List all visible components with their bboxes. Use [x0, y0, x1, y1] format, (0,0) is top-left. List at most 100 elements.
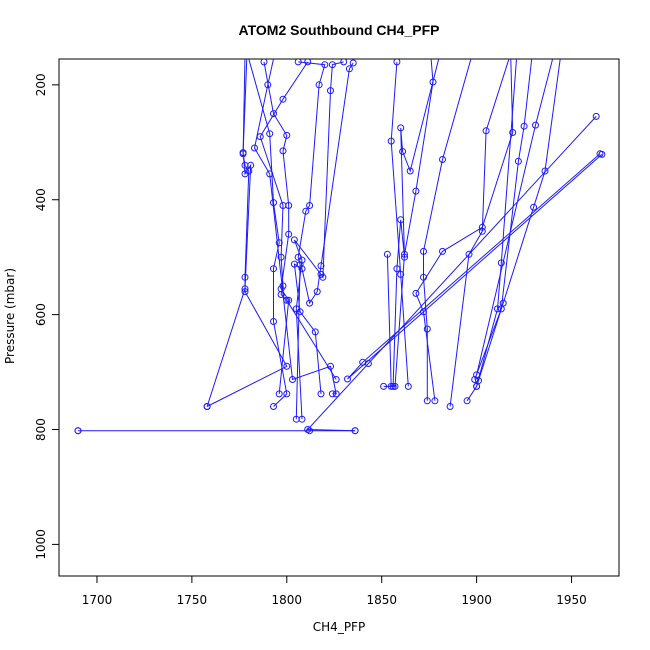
data-point	[387, 382, 395, 390]
series-6	[248, 59, 291, 410]
data-point	[328, 390, 336, 398]
data-point	[241, 285, 249, 293]
data-point	[494, 305, 501, 313]
data-point	[532, 121, 539, 129]
data-point	[321, 61, 329, 69]
data-point	[289, 376, 296, 383]
data-point	[251, 144, 258, 152]
chart-title: ATOM2 Southbound CH4_PFP	[239, 22, 440, 38]
data-point	[317, 262, 325, 270]
data-point	[239, 149, 247, 157]
data-point	[279, 147, 287, 155]
series-line	[415, 59, 514, 401]
data-point	[290, 260, 298, 268]
x-tick-label: 1700	[82, 593, 113, 607]
data-point	[397, 124, 405, 132]
data-point	[277, 253, 285, 261]
data-point	[306, 202, 314, 209]
data-point	[431, 397, 439, 405]
series-22	[473, 59, 554, 379]
data-point	[380, 382, 388, 390]
data-point	[397, 270, 405, 278]
data-point	[446, 403, 454, 410]
data-point	[391, 382, 399, 390]
data-point	[514, 157, 522, 165]
data-point	[340, 59, 348, 66]
series-line	[253, 59, 337, 395]
data-point	[420, 308, 427, 316]
series-line	[423, 59, 472, 401]
data-point	[399, 148, 407, 155]
data-point	[541, 167, 549, 175]
data-point	[412, 289, 420, 297]
data-point	[241, 170, 249, 178]
series-line	[206, 59, 288, 407]
data-point	[465, 250, 473, 258]
data-point	[275, 239, 283, 247]
data-point	[387, 137, 395, 145]
series-line	[263, 61, 290, 394]
data-point	[332, 376, 340, 383]
series-line	[206, 59, 252, 407]
data-point	[423, 397, 431, 405]
series-line	[466, 59, 517, 402]
data-point	[298, 265, 306, 273]
y-tick-label: 200	[34, 73, 48, 96]
series-4	[304, 112, 600, 435]
data-point	[319, 273, 327, 281]
data-point	[473, 371, 481, 379]
series-17	[412, 59, 517, 405]
data-point	[359, 358, 367, 366]
data-point	[439, 247, 446, 255]
y-axis-ticks: 200 400 600 800 1000	[34, 73, 59, 560]
data-point	[283, 390, 291, 398]
data-point	[275, 390, 283, 398]
data-point	[302, 207, 310, 215]
series-15	[387, 59, 412, 390]
data-point	[304, 59, 312, 66]
data-point	[247, 161, 255, 169]
data-point	[203, 403, 211, 410]
data-point	[298, 256, 306, 264]
y-tick-label: 400	[34, 188, 48, 211]
x-tick-label: 1750	[177, 593, 208, 607]
data-point	[406, 167, 414, 175]
data-point	[313, 288, 321, 296]
series-line	[474, 59, 533, 380]
data-point	[328, 61, 336, 69]
data-point	[383, 250, 391, 258]
data-point	[266, 130, 274, 138]
data-point	[277, 291, 285, 298]
x-tick-label: 1950	[556, 593, 587, 607]
x-tick-label: 1800	[272, 593, 303, 607]
data-point	[482, 127, 490, 135]
data-point	[296, 308, 304, 316]
series-20	[473, 59, 561, 390]
x-tick-label: 1900	[461, 593, 492, 607]
data-point	[478, 227, 486, 235]
series-line	[306, 116, 597, 432]
data-point	[285, 230, 293, 238]
data-point	[306, 299, 314, 307]
data-point	[290, 236, 298, 244]
data-point	[429, 78, 437, 86]
series-line	[386, 59, 434, 387]
data-point	[401, 250, 408, 258]
data-point	[264, 81, 272, 89]
data-point	[317, 390, 325, 398]
data-point	[412, 187, 420, 195]
y-tick-label: 600	[34, 303, 48, 326]
y-tick-label: 800	[34, 418, 48, 441]
series-18	[446, 59, 510, 410]
data-point	[298, 415, 306, 423]
data-point	[345, 65, 353, 73]
series-line	[390, 61, 409, 387]
data-point	[283, 296, 291, 304]
series-14	[383, 59, 437, 390]
data-point	[497, 305, 505, 313]
data-point	[283, 131, 291, 139]
data-point	[270, 318, 277, 325]
y-tick-label: 1000	[34, 529, 48, 560]
data-point	[530, 203, 538, 211]
